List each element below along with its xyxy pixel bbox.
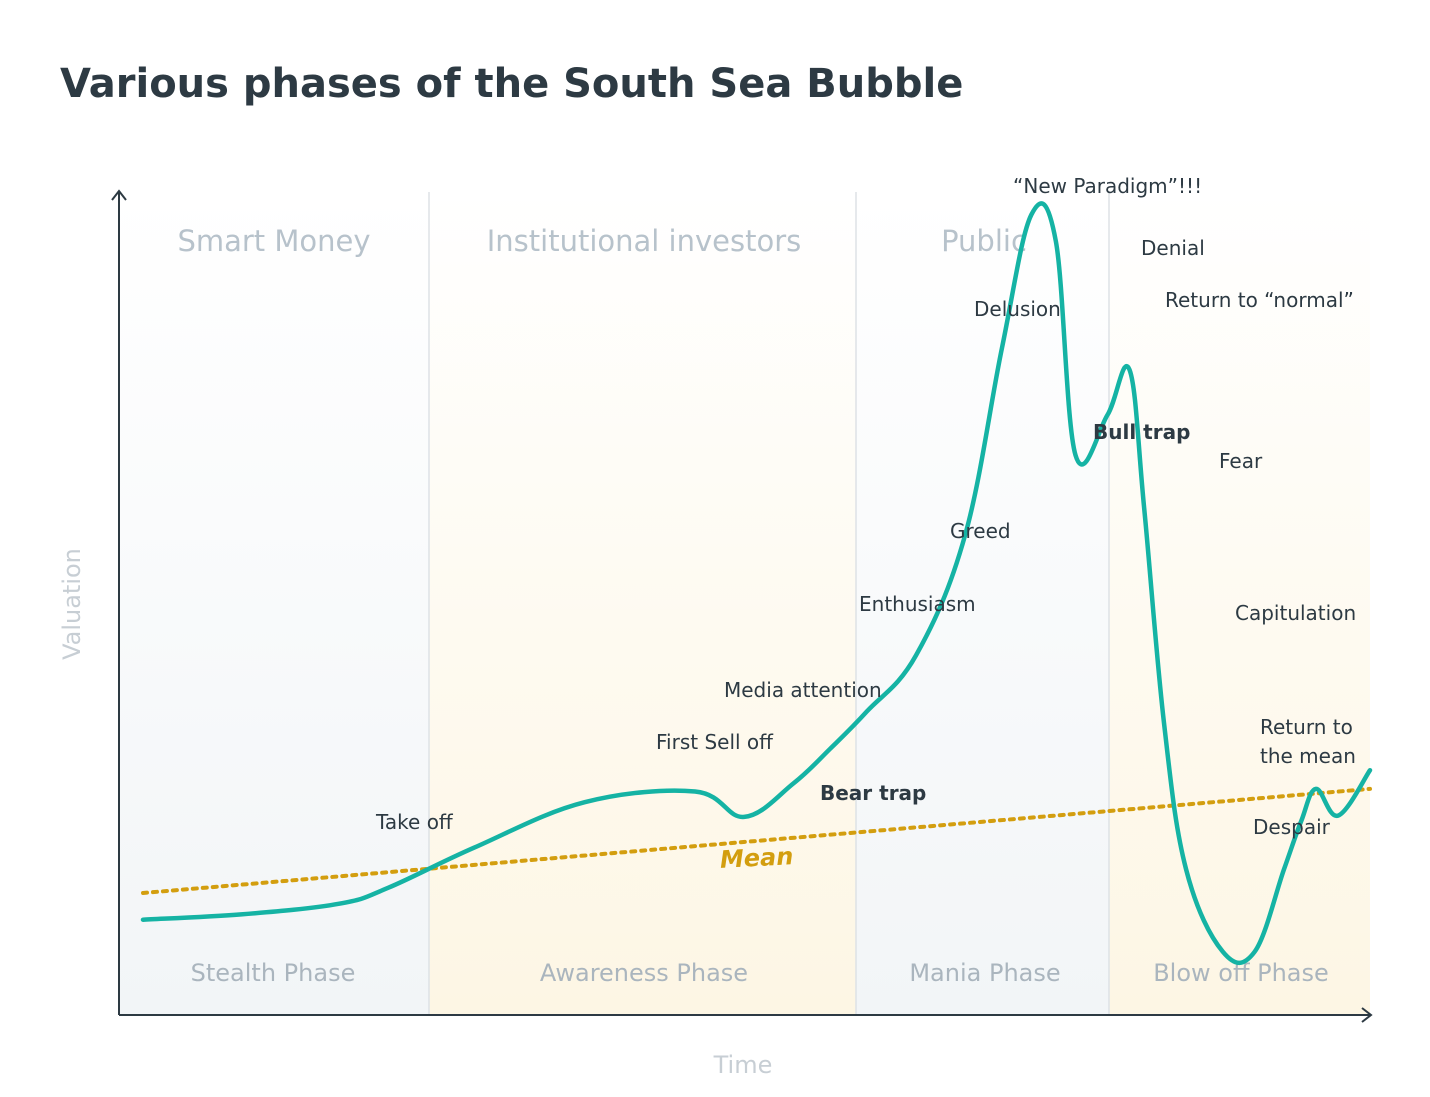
annotation-denial: Denial — [1141, 236, 1205, 260]
band-awareness — [429, 192, 856, 1015]
annotations: Take off First Sell off Bear trap Media … — [375, 174, 1356, 839]
annotation-fear: Fear — [1219, 449, 1263, 473]
x-axis-arrow-icon — [1361, 1007, 1373, 1023]
annotation-greed: Greed — [950, 519, 1011, 543]
group-label-institutional: Institutional investors — [487, 224, 802, 258]
phase-label-stealth: Stealth Phase — [191, 959, 356, 987]
chart-title: Various phases of the South Sea Bubble — [60, 61, 963, 107]
band-stealth — [119, 192, 429, 1015]
band-mania — [856, 192, 1109, 1015]
group-label-smart-money: Smart Money — [177, 224, 370, 258]
annotation-capitulation: Capitulation — [1235, 601, 1356, 625]
annotation-the-mean: the mean — [1260, 744, 1356, 768]
mean-label: Mean — [719, 842, 794, 874]
phase-bands — [119, 192, 1370, 1015]
x-axis-label: Time — [713, 1051, 773, 1079]
axes — [111, 189, 1373, 1023]
annotation-despair: Despair — [1253, 815, 1331, 839]
group-label-public: Public — [941, 224, 1027, 258]
annotation-first-sell-off: First Sell off — [656, 730, 774, 754]
annotation-new-paradigm: “New Paradigm”!!! — [1013, 174, 1202, 198]
annotation-enthusiasm: Enthusiasm — [859, 592, 976, 616]
y-axis-arrow-icon — [111, 189, 127, 201]
valuation-curve — [140, 201, 1373, 966]
annotation-take-off: Take off — [375, 810, 454, 834]
y-axis-label: Valuation — [58, 548, 86, 660]
phase-label-awareness: Awareness Phase — [540, 959, 748, 987]
phase-label-mania: Mania Phase — [909, 959, 1060, 987]
annotation-delusion: Delusion — [974, 297, 1061, 321]
annotation-media-attention: Media attention — [724, 678, 882, 702]
annotation-bull-trap: Bull trap — [1093, 420, 1190, 444]
mean-line — [141, 786, 1372, 895]
annotation-bear-trap: Bear trap — [820, 781, 926, 805]
annotation-return-to-normal: Return to “normal” — [1165, 288, 1354, 312]
annotation-return-to: Return to — [1260, 715, 1353, 739]
